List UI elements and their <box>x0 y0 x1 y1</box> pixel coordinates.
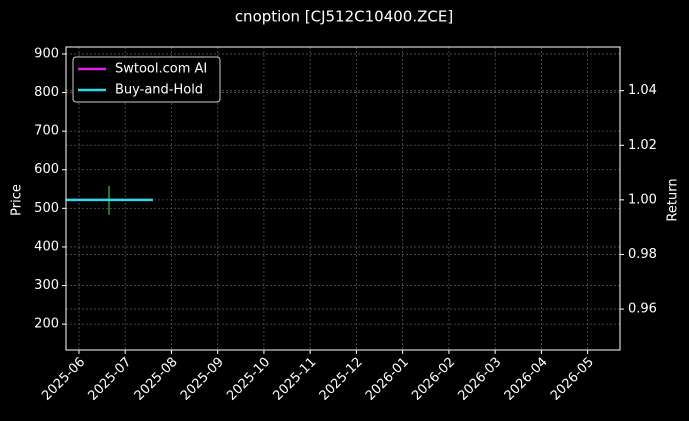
x-tick-label: 2026-04 <box>502 355 551 404</box>
y2-axis-label: Return <box>666 178 681 221</box>
y-tick-label: 800 <box>34 85 59 100</box>
x-tick-label: 2025-09 <box>178 355 227 404</box>
chart-title: cnoption [CJ512C10400.ZCE] <box>235 8 453 26</box>
x-tick-label: 2026-02 <box>409 355 458 404</box>
y-tick-label: 700 <box>34 124 59 139</box>
legend-label: Buy-and-Hold <box>115 83 203 98</box>
x-tick-label: 2026-03 <box>455 355 504 404</box>
y-tick-label: 400 <box>34 239 59 254</box>
x-tick-label: 2025-08 <box>132 355 181 404</box>
x-tick-label: 2026-05 <box>548 355 597 404</box>
y2-tick-label: 0.96 <box>628 302 657 317</box>
x-tick-label: 2025-10 <box>224 355 273 404</box>
legend-label: Swtool.com AI <box>115 62 207 77</box>
x-tick-label: 2025-07 <box>85 355 134 404</box>
y2-tick-label: 1.00 <box>628 192 657 207</box>
y2-tick-label: 1.02 <box>628 138 657 153</box>
y-tick-label: 600 <box>34 162 59 177</box>
y-tick-label: 200 <box>34 317 59 332</box>
y-tick-label: 300 <box>34 278 59 293</box>
x-tick-label: 2025-06 <box>39 355 88 404</box>
y-axis-label: Price <box>10 184 25 216</box>
legend-box <box>72 56 221 103</box>
x-tick-label: 2025-12 <box>317 355 366 404</box>
x-tick-label: 2026-01 <box>363 355 412 404</box>
y-tick-label: 900 <box>34 46 59 61</box>
plot-frame <box>65 46 621 351</box>
y2-tick-label: 0.98 <box>628 247 657 262</box>
x-tick-label: 2025-11 <box>270 355 319 404</box>
y-tick-label: 500 <box>34 201 59 216</box>
y2-tick-label: 1.04 <box>628 83 657 98</box>
